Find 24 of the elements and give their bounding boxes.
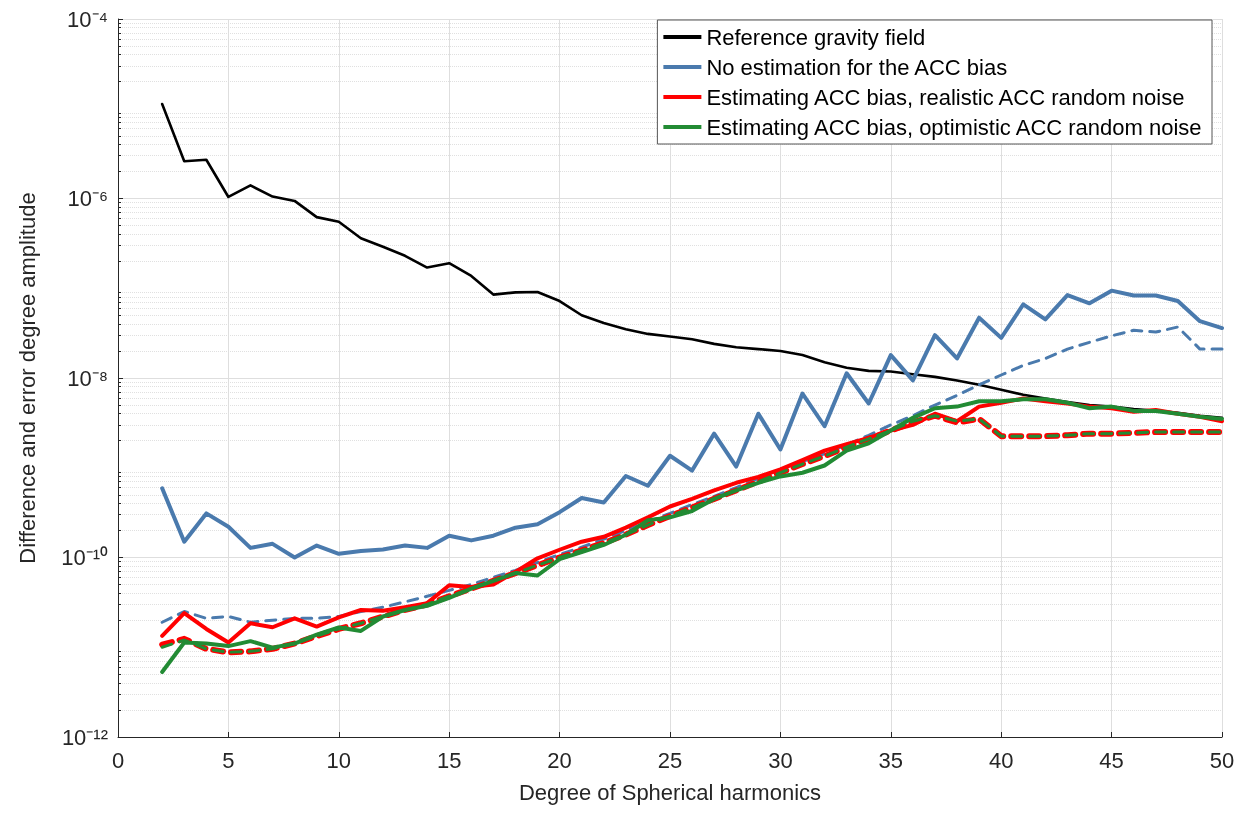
y-tick-label: 10⁻¹² [61, 724, 108, 750]
legend-label: Reference gravity field [706, 24, 926, 50]
x-tick-label: 45 [1099, 747, 1124, 773]
x-tick-label: 0 [111, 747, 125, 773]
y-tick-label: 10⁻⁶ [67, 186, 108, 211]
y-tick-label: 10⁻⁸ [67, 365, 108, 391]
y-axis-title: Difference and error degree amplitude [14, 192, 40, 564]
x-tick-label: 50 [1209, 747, 1235, 773]
legend-label: Estimating ACC bias, optimistic ACC random noise [706, 114, 1202, 140]
line-series [160, 288, 1224, 560]
x-tick-label: 20 [547, 747, 572, 773]
legend-label: No estimation for the ACC bias [706, 54, 1008, 80]
y-tick-label: 10⁻¹⁰ [61, 545, 108, 570]
x-tick-label: 15 [436, 747, 462, 773]
y-tick-label: 10⁻⁴ [67, 6, 108, 32]
x-tick-label: 25 [657, 747, 683, 773]
x-tick-label: 30 [768, 747, 793, 773]
x-tick-label: 35 [878, 747, 904, 773]
line-series [160, 325, 1224, 624]
x-tick-label: 5 [222, 747, 235, 773]
legend-label: Estimating ACC bias, realistic ACC random noise [706, 84, 1185, 110]
x-axis-title: Degree of Spherical harmonics [518, 779, 822, 805]
x-tick-label: 10 [326, 747, 352, 773]
x-tick-label: 40 [988, 747, 1014, 773]
